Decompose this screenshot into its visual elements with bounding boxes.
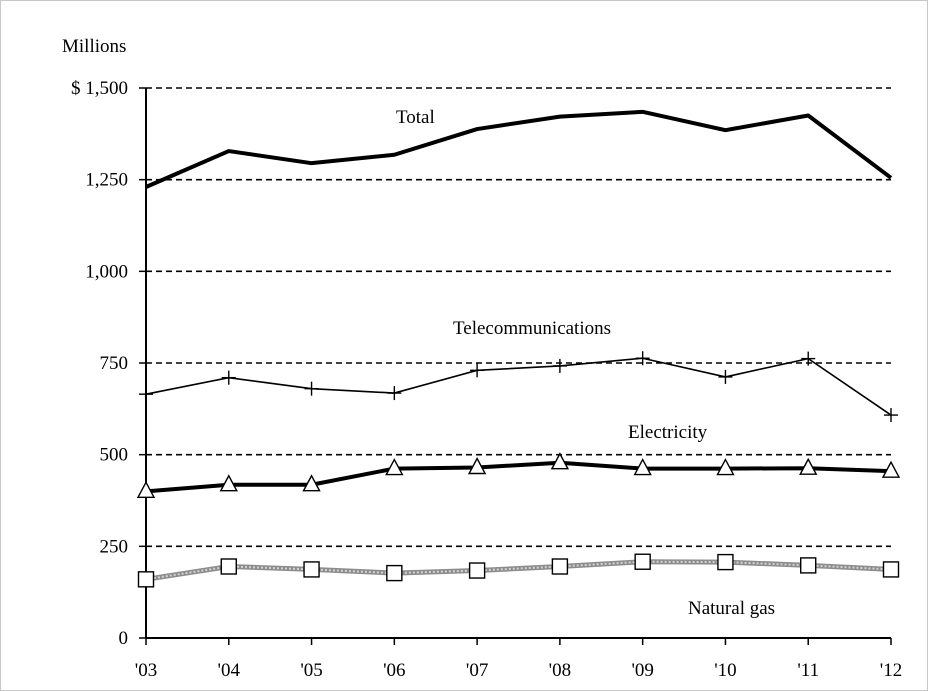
- series-lines: [136, 109, 901, 588]
- data-point-triangle: [385, 458, 404, 476]
- data-point-plus: [884, 408, 898, 423]
- data-point-plus: [552, 358, 567, 373]
- data-point-square: [634, 553, 651, 570]
- data-point-triangle: [467, 457, 487, 475]
- series-line: [145, 357, 892, 416]
- x-tick-label: '12: [880, 660, 902, 681]
- series-label: Natural gas: [688, 598, 775, 619]
- x-tick-label: '09: [631, 660, 653, 681]
- labels: Millions 0 250 500 750 1,000 1,250 $ 1,500 '03 '…: [62, 36, 902, 681]
- data-point-plus: [470, 363, 485, 378]
- data-point-square: [468, 562, 486, 579]
- data-point-plus: [801, 351, 816, 366]
- x-tick-label: '03: [135, 660, 157, 681]
- data-point-plus: [387, 386, 402, 401]
- y-tick-label: 0: [119, 628, 129, 649]
- series-label: Total: [396, 107, 435, 128]
- data-point-triangle: [799, 457, 818, 475]
- x-tick-label: '05: [300, 660, 322, 681]
- data-point-triangle: [633, 458, 652, 476]
- data-point-plus: [139, 387, 153, 402]
- series-line: [145, 559, 892, 582]
- x-tick-label: '04: [218, 660, 241, 681]
- gridlines: [146, 87, 891, 548]
- data-point-square: [800, 557, 817, 574]
- series-line-texture: [145, 560, 892, 581]
- data-point-triangle: [302, 474, 321, 492]
- data-point-plus: [635, 351, 650, 366]
- y-tick-label: 750: [100, 353, 129, 374]
- data-point-square: [386, 564, 403, 582]
- series-label: Telecommunications: [453, 318, 611, 339]
- y-axis-unit-label: Millions: [62, 36, 126, 57]
- y-tick-label: 500: [100, 445, 129, 466]
- data-point-plus: [304, 381, 319, 396]
- data-point-square: [303, 561, 320, 578]
- x-tick-label: '07: [466, 660, 488, 681]
- axes: [139, 87, 892, 645]
- data-point-plus: [221, 370, 236, 385]
- x-tick-label: '06: [383, 660, 405, 681]
- series-label: Electricity: [628, 422, 708, 443]
- y-tick-label: 1,000: [85, 261, 128, 282]
- data-point-triangle: [219, 474, 238, 492]
- data-point-triangle: [136, 480, 156, 499]
- data-point-triangle: [716, 458, 735, 476]
- y-tick-label: 1,250: [85, 170, 128, 191]
- data-point-square: [551, 558, 569, 575]
- data-point-square: [137, 571, 155, 588]
- y-tick-label: $ 1,500: [71, 78, 128, 99]
- x-tick-label: '08: [549, 660, 571, 681]
- series-line: [145, 460, 892, 494]
- data-point-square: [220, 558, 237, 575]
- x-tick-label: '10: [714, 660, 736, 681]
- data-point-square: [717, 553, 734, 571]
- data-point-square: [882, 561, 900, 578]
- y-tick-label: 250: [100, 536, 129, 557]
- series-line: [145, 109, 893, 189]
- data-point-triangle: [881, 460, 901, 478]
- data-point-plus: [718, 369, 733, 384]
- x-tick-label: '11: [797, 660, 819, 681]
- data-point-triangle: [550, 452, 570, 470]
